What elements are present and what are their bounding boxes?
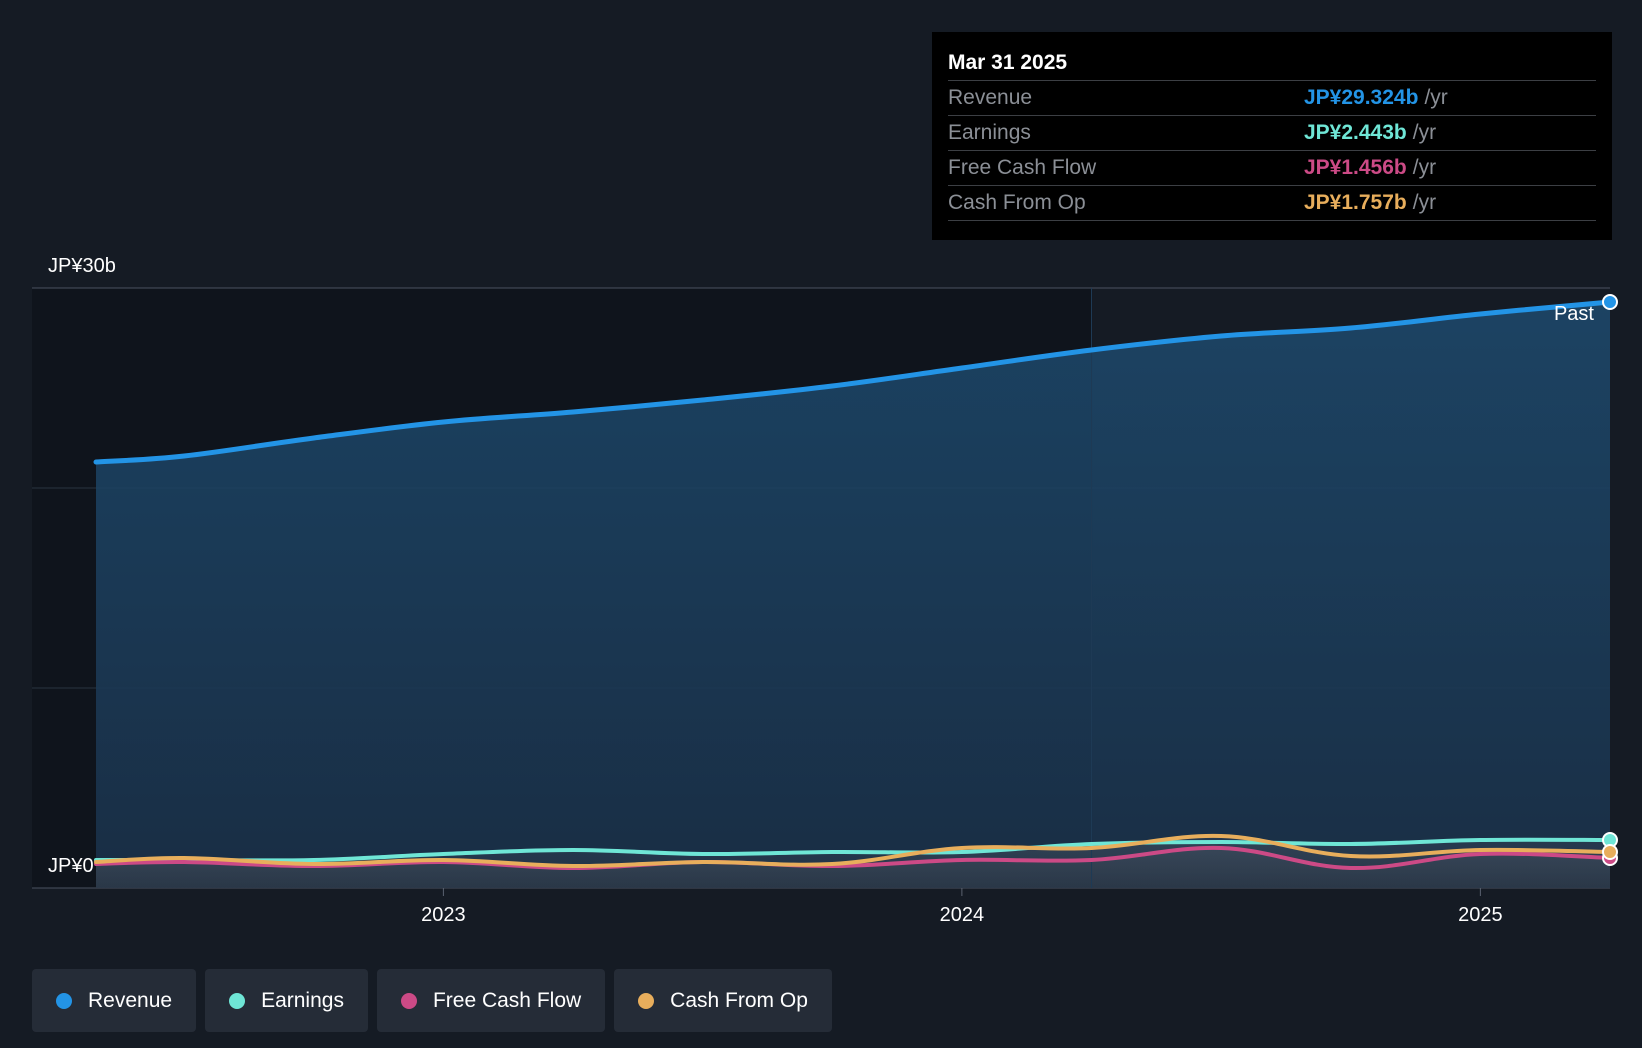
legend-label: Cash From Op bbox=[670, 988, 808, 1012]
tooltip-row: Free Cash Flow JP¥1.456b/yr bbox=[948, 151, 1596, 186]
legend: Revenue Earnings Free Cash Flow Cash From O… bbox=[32, 969, 832, 1032]
y-axis-top-label: JP¥30b bbox=[48, 255, 116, 277]
legend-dot-icon bbox=[229, 992, 246, 1009]
tooltip-row-label: Earnings bbox=[948, 121, 1031, 144]
tooltip-row: Earnings JP¥2.443b/yr bbox=[948, 116, 1596, 151]
tooltip-row: Revenue JP¥29.324b/yr bbox=[948, 81, 1596, 116]
earnings-line bbox=[94, 837, 1612, 863]
revenue-end-marker[interactable] bbox=[1602, 294, 1618, 310]
tooltip-row-label: Revenue bbox=[948, 86, 1033, 109]
cash-from-op-end-marker[interactable] bbox=[1602, 844, 1618, 860]
past-label: Past bbox=[1554, 303, 1594, 325]
tooltip-row: Cash From Op JP¥1.757b/yr bbox=[948, 186, 1596, 221]
tooltip-row-label: Cash From Op bbox=[948, 191, 1086, 214]
y-axis-bottom-label: JP¥0 bbox=[48, 855, 94, 877]
legend-item-earnings[interactable]: Earnings bbox=[205, 969, 368, 1032]
x-tick-label: 2023 bbox=[421, 904, 466, 926]
legend-dot-icon bbox=[56, 992, 72, 1009]
revenue-area bbox=[96, 302, 1610, 888]
legend-item-revenue[interactable]: Revenue bbox=[32, 969, 197, 1032]
legend-item-free-cash-flow[interactable]: Free Cash Flow bbox=[376, 969, 606, 1032]
cash-from-op-line bbox=[94, 833, 1612, 869]
tooltip-row-label: Free Cash Flow bbox=[948, 156, 1097, 179]
tooltip-row-unit: /yr bbox=[1412, 156, 1437, 179]
legend-dot-icon bbox=[638, 992, 655, 1009]
tooltip-row-value: JP¥29.324b/yr bbox=[1304, 86, 1448, 109]
x-tick-label: 2024 bbox=[940, 904, 985, 926]
tooltip-row-value: JP¥1.456b/yr bbox=[1304, 156, 1437, 179]
legend-label: Revenue bbox=[88, 988, 173, 1012]
tooltip-date: Mar 31 2025 bbox=[948, 46, 1596, 81]
legend-item-cash-from-op[interactable]: Cash From Op bbox=[614, 969, 832, 1032]
tooltip-row-value: JP¥1.757b/yr bbox=[1304, 191, 1437, 214]
tooltip-row-unit: /yr bbox=[1412, 191, 1437, 214]
legend-label: Earnings bbox=[261, 988, 344, 1012]
tooltip-row-value: JP¥2.443b/yr bbox=[1304, 121, 1437, 144]
x-tick-label: 2025 bbox=[1458, 904, 1503, 926]
tooltip: Mar 31 2025 Revenue JP¥29.324b/yr Earnings… bbox=[932, 32, 1612, 240]
legend-dot-icon bbox=[400, 992, 417, 1009]
tooltip-row-unit: /yr bbox=[1424, 86, 1448, 109]
legend-label: Free Cash Flow bbox=[432, 988, 582, 1012]
tooltip-row-unit: /yr bbox=[1412, 121, 1437, 144]
revenue-line bbox=[93, 299, 1613, 465]
